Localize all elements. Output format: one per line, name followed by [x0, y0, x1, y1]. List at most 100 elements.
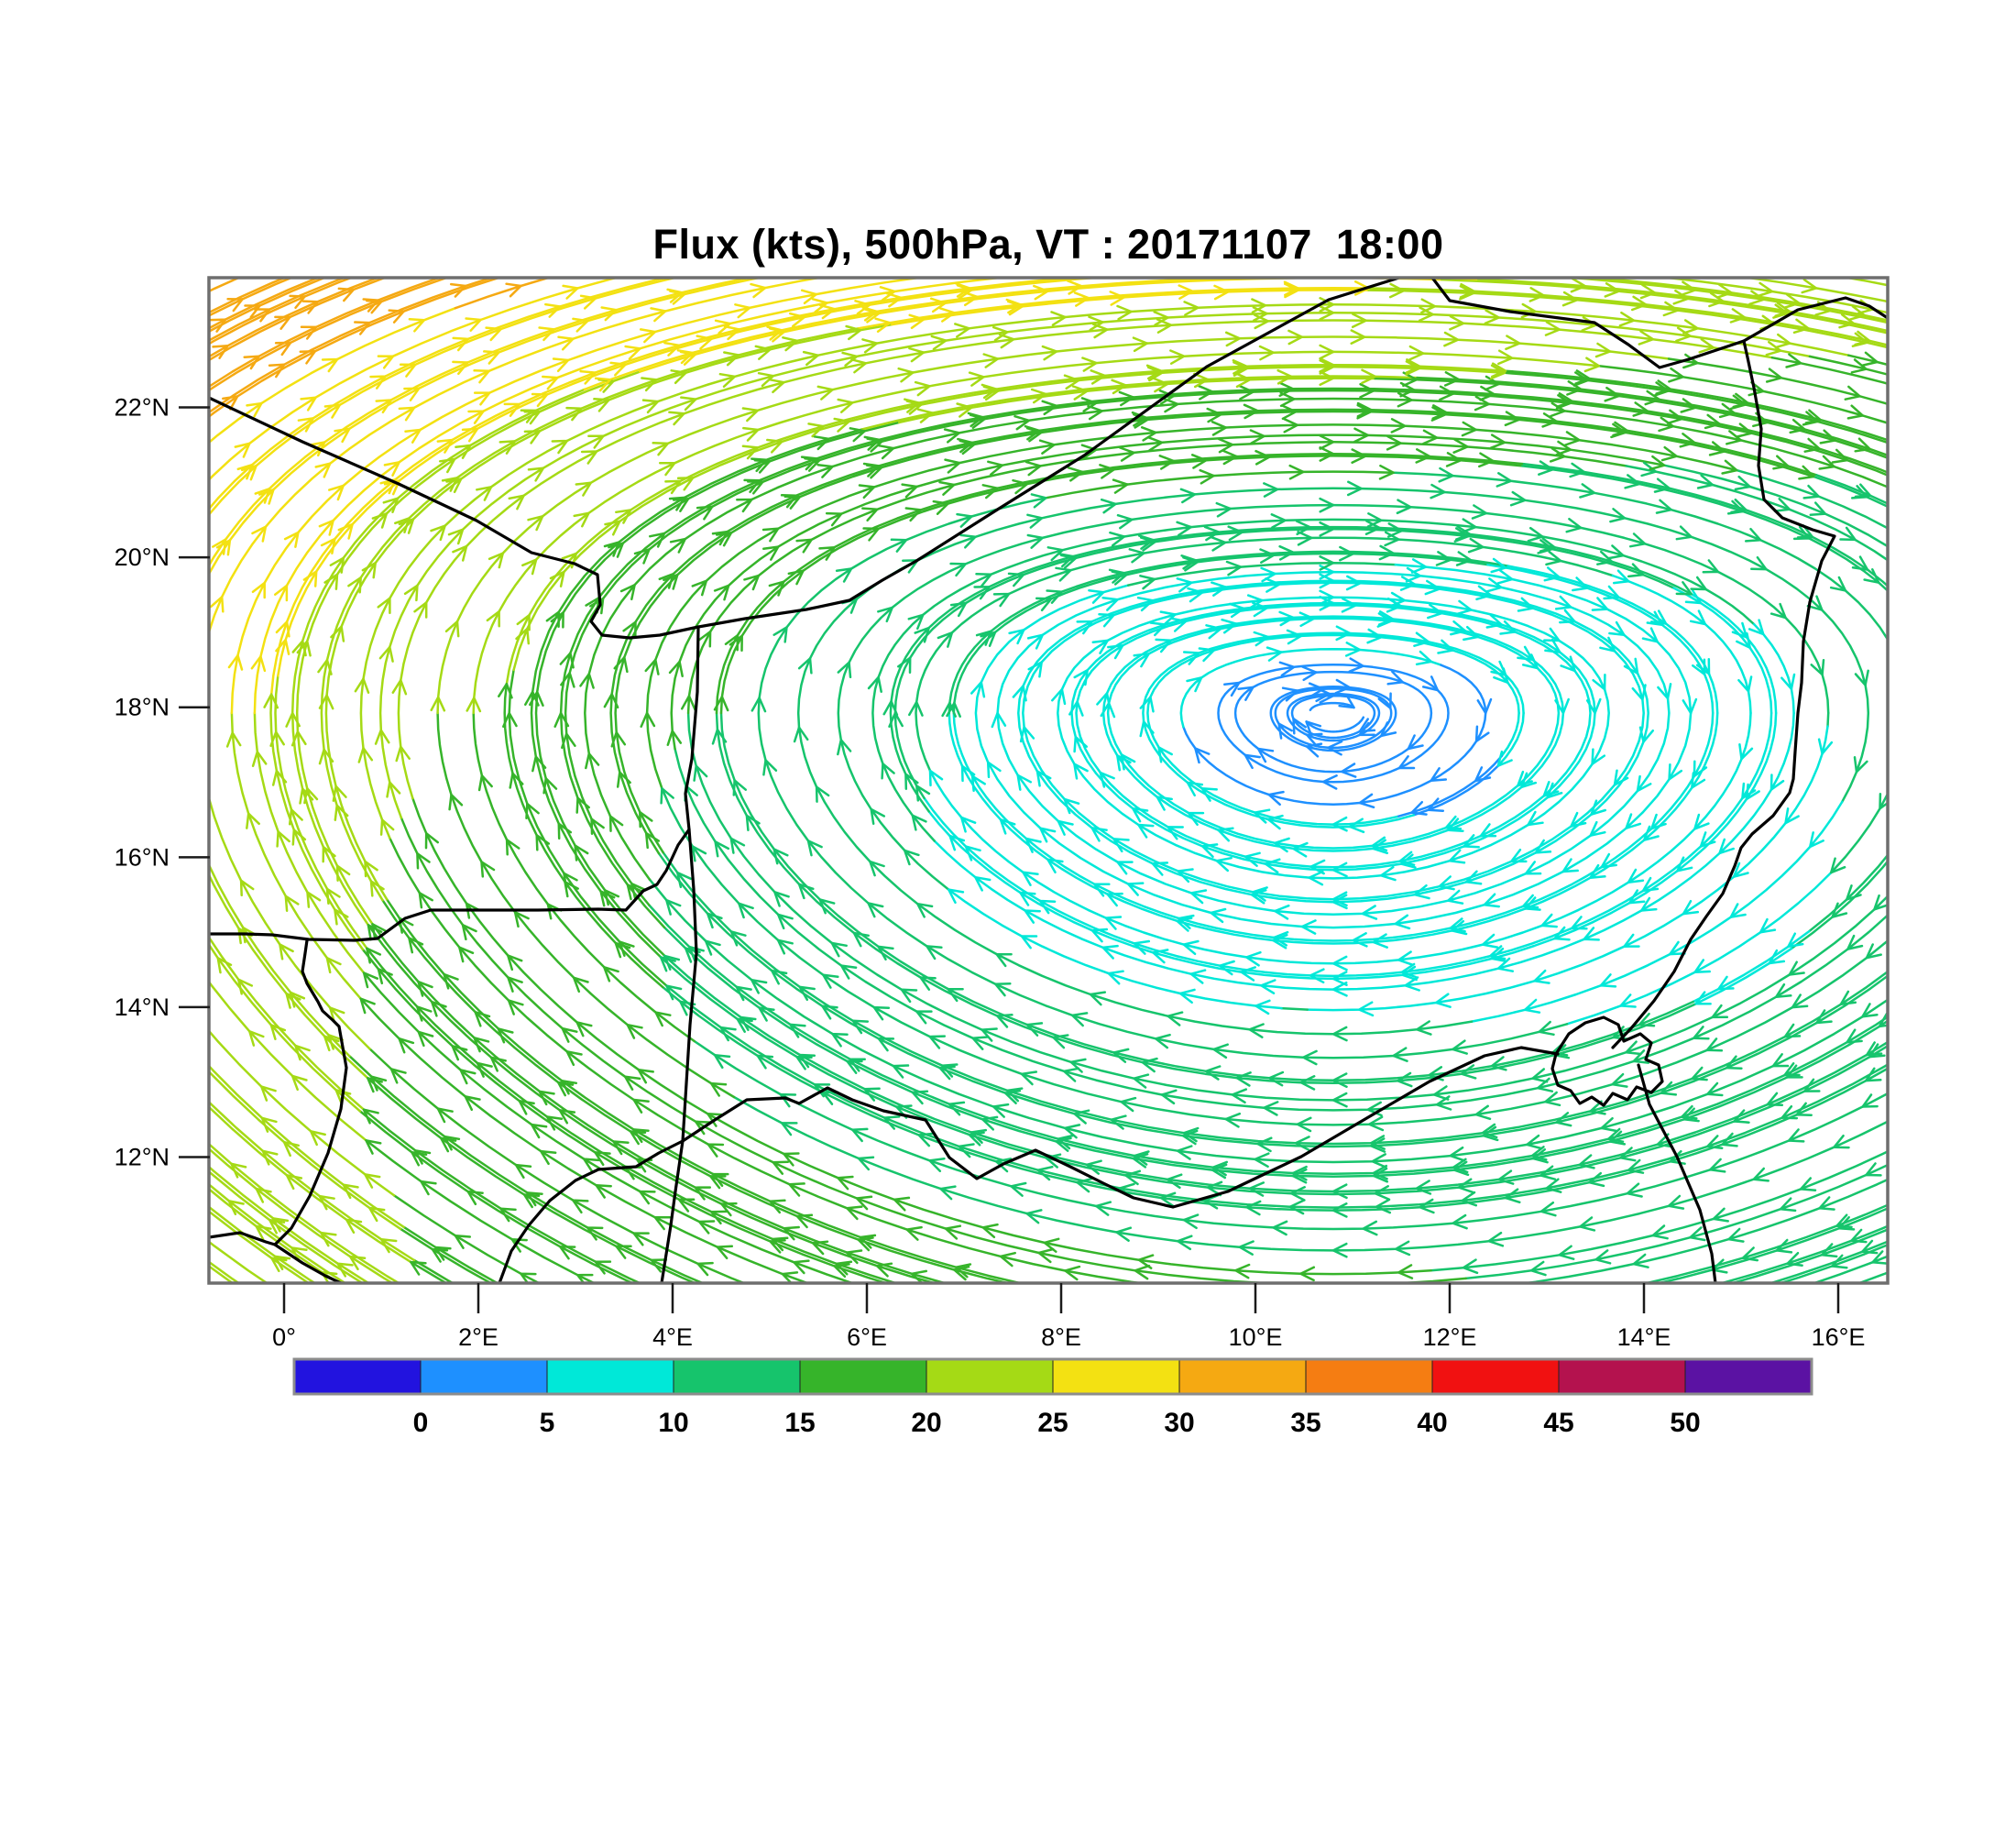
flow-arrowhead [573, 511, 590, 528]
flow-arrowhead [669, 537, 686, 554]
streamline [1520, 1316, 1702, 1349]
flow-arrowhead [782, 336, 799, 352]
flow-arrowhead [459, 1069, 477, 1085]
flow-arrowhead [1158, 389, 1176, 405]
flow-arrowhead [1590, 799, 1607, 816]
flow-arrowhead [720, 1202, 738, 1217]
streamline [277, 278, 1111, 677]
flow-arrowhead [1270, 513, 1287, 529]
streamline [857, 287, 1370, 330]
flow-arrowhead [862, 527, 880, 542]
streamline [732, 1095, 1888, 1252]
colorbar-segment [1432, 1359, 1559, 1394]
y-tick-label: 12°N [115, 1144, 170, 1171]
streamline [1815, 474, 1888, 505]
country-border [209, 828, 691, 942]
flow-arrowhead [1022, 871, 1039, 886]
streamline [454, 278, 553, 310]
streamline [662, 851, 1888, 1146]
flow-arrowhead [1213, 284, 1230, 301]
flow-arrowhead [1774, 333, 1791, 349]
flow-arrowhead [1397, 1071, 1413, 1088]
streamline [1901, 213, 1942, 220]
colorbar-segment [800, 1359, 926, 1394]
flow-arrowhead [1415, 650, 1433, 666]
flow-arrowhead [806, 840, 823, 857]
streamline [209, 1142, 401, 1283]
streamline [1597, 365, 1888, 424]
flow-arrowhead [1649, 609, 1668, 625]
flow-arrowhead [1177, 1235, 1193, 1251]
flow-arrowhead [1212, 1043, 1229, 1059]
flow-arrowhead [1690, 576, 1707, 591]
flow-arrowhead [449, 282, 467, 298]
flow-arrowhead [724, 633, 740, 652]
flow-arrowhead [296, 640, 312, 657]
flow-arrowhead [552, 357, 570, 373]
streamline [1305, 716, 1365, 733]
flow-arrowhead [1861, 1093, 1879, 1108]
flow-arrowhead [1415, 1180, 1432, 1195]
flow-arrowhead [325, 887, 341, 906]
flow-arrowhead [830, 941, 848, 958]
flow-arrowhead [797, 883, 815, 900]
flow-arrowhead [1278, 661, 1296, 677]
flow-arrowhead [676, 477, 695, 491]
flow-arrowhead [1353, 427, 1370, 444]
flow-arrowhead [461, 427, 479, 443]
flow-arrowhead [1649, 455, 1666, 471]
flow-arrowhead [1331, 862, 1348, 878]
flow-arrowhead [309, 1130, 326, 1147]
flow-arrowhead [551, 439, 569, 455]
flow-arrowhead [999, 818, 1016, 835]
flow-arrowhead [1201, 843, 1219, 859]
flow-arrowhead [1358, 1001, 1375, 1017]
flow-arrowhead [1449, 1146, 1466, 1162]
flow-arrowhead [1361, 368, 1377, 385]
flow-arrowhead [1088, 588, 1105, 604]
flow-arrowhead [1260, 566, 1276, 583]
flow-arrowhead [958, 1143, 975, 1158]
flow-arrowhead [1116, 513, 1134, 530]
flow-arrowhead [466, 1190, 484, 1206]
flow-arrowhead [1256, 747, 1275, 763]
flow-arrowhead [508, 494, 525, 510]
flow-arrowhead [1543, 566, 1561, 582]
flow-arrowhead [1281, 404, 1298, 421]
flow-arrowhead [793, 726, 809, 743]
flow-arrowhead [1281, 686, 1299, 702]
flow-arrowhead [1639, 283, 1657, 300]
flow-arrowhead [624, 345, 641, 360]
flow-arrowhead [1149, 621, 1167, 637]
flow-arrowhead [641, 377, 658, 392]
flow-arrowhead [1026, 513, 1044, 529]
flow-arrowhead [1221, 618, 1238, 634]
flow-arrowhead [696, 335, 713, 350]
flow-arrowhead [579, 673, 595, 689]
flow-arrowhead [1863, 568, 1880, 584]
flow-arrowhead [1712, 1207, 1729, 1223]
streamline [757, 497, 1569, 1059]
streamline [209, 278, 321, 330]
flow-arrowhead [956, 402, 973, 418]
flow-arrowhead [1278, 544, 1295, 561]
flow-arrowhead [322, 845, 336, 863]
flow-arrowhead [1392, 1047, 1408, 1062]
flow-arrowhead [461, 923, 477, 941]
flow-arrowhead [751, 978, 768, 994]
colorbar-segment [1685, 1359, 1812, 1394]
flow-arrowhead [714, 319, 732, 335]
flow-arrowhead [772, 1160, 790, 1175]
flow-arrowhead [1798, 465, 1815, 480]
flow-arrowhead [610, 730, 627, 748]
flow-arrowhead [1771, 1053, 1790, 1068]
flow-arrowhead [1267, 790, 1285, 807]
flow-arrowhead [665, 984, 683, 1001]
streamline [1470, 800, 1844, 1023]
flow-arrowhead [1073, 735, 1089, 753]
flow-arrowhead [1638, 726, 1655, 743]
streamline [1770, 356, 1888, 385]
flow-arrowhead [1378, 464, 1395, 480]
colorbar-segment [674, 1359, 800, 1394]
flow-arrowhead [535, 834, 551, 851]
